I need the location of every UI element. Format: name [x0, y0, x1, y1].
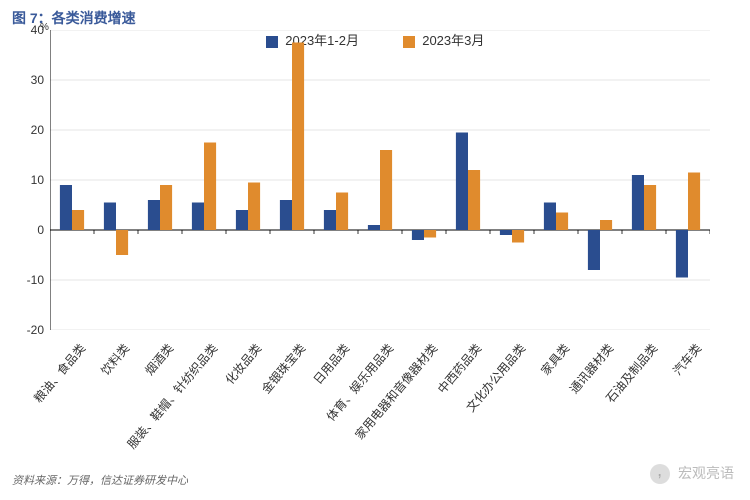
x-tick-label: 家具类	[537, 340, 573, 379]
x-tick-label: 日用品类	[309, 340, 353, 388]
bar	[280, 200, 292, 230]
watermark-text: 宏观亮语	[678, 465, 734, 481]
x-tick-label: 金银珠宝类	[257, 340, 309, 397]
bar	[500, 230, 512, 235]
bar	[544, 203, 556, 231]
bar	[104, 203, 116, 231]
bar	[588, 230, 600, 270]
watermark: 宏观亮语	[650, 463, 734, 484]
bar	[456, 133, 468, 231]
bar	[380, 150, 392, 230]
bar	[72, 210, 84, 230]
x-tick-label: 化妆品类	[221, 340, 265, 388]
bar	[424, 230, 436, 238]
x-tick-label: 粮油、食品类	[30, 340, 89, 406]
x-tick-label: 家用电器和音像器材类	[351, 340, 441, 443]
y-tick-label: 0	[37, 223, 44, 237]
chart-svg	[50, 30, 710, 330]
x-tick-label: 汽车类	[669, 340, 705, 379]
chart-plot-area	[50, 30, 710, 330]
y-tick-label: -10	[27, 273, 44, 287]
bar	[676, 230, 688, 278]
y-tick-label: 20	[31, 123, 44, 137]
bar	[236, 210, 248, 230]
y-tick-label: -20	[27, 323, 44, 337]
bar	[160, 185, 172, 230]
bar	[148, 200, 160, 230]
y-tick-label: 30	[31, 73, 44, 87]
bar	[600, 220, 612, 230]
bar	[192, 203, 204, 231]
x-axis: 粮油、食品类饮料类烟酒类服装、鞋帽、针纺织品类化妆品类金银珠宝类日用品类体育、娱…	[50, 330, 710, 480]
bar	[324, 210, 336, 230]
bar	[556, 213, 568, 231]
bar	[644, 185, 656, 230]
y-tick-label: 10	[31, 173, 44, 187]
bar	[632, 175, 644, 230]
bar	[336, 193, 348, 231]
bar	[688, 173, 700, 231]
bar	[60, 185, 72, 230]
bar	[248, 183, 260, 231]
bar	[292, 43, 304, 231]
bar	[204, 143, 216, 231]
y-axis: -20-10010203040	[10, 30, 48, 330]
bar	[412, 230, 424, 240]
bar	[512, 230, 524, 243]
wechat-icon	[650, 464, 670, 484]
bar	[116, 230, 128, 255]
bar	[468, 170, 480, 230]
source-footer: 资料来源：万得，信达证券研发中心	[12, 472, 188, 488]
bar	[368, 225, 380, 230]
x-tick-label: 饮料类	[97, 340, 133, 379]
x-tick-label: 烟酒类	[141, 340, 177, 379]
y-tick-label: 40	[31, 23, 44, 37]
